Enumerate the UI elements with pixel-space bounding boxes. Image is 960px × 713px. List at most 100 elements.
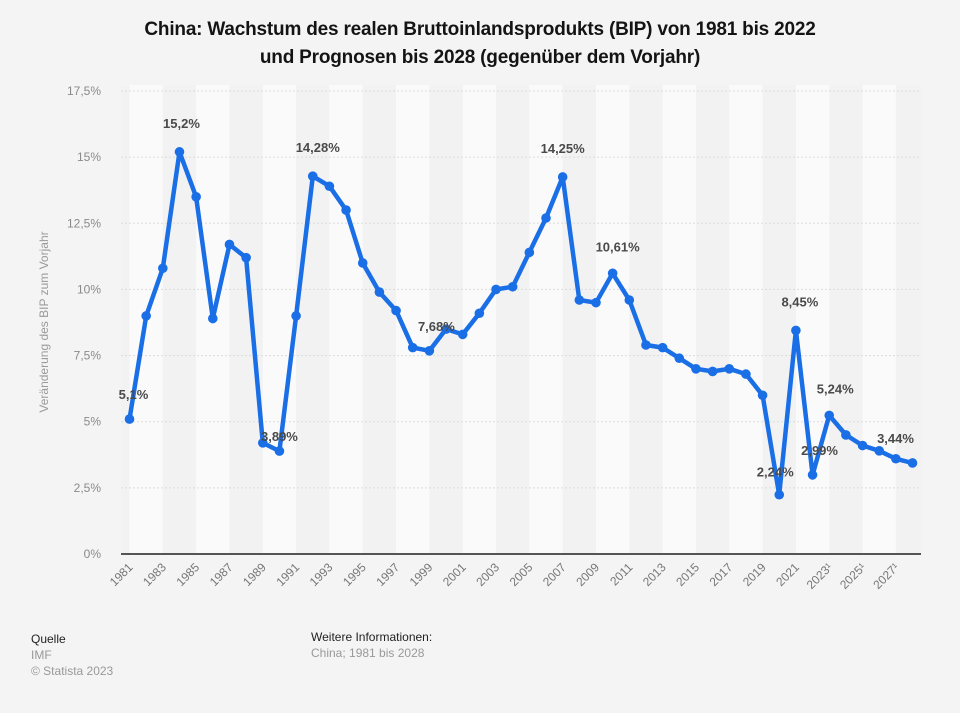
- data-point: [641, 340, 651, 350]
- y-tick-label: 12,5%: [67, 216, 101, 230]
- data-point: [624, 295, 635, 305]
- x-tick-label: 2001: [440, 560, 469, 589]
- x-tick-label: 2025¹: [837, 560, 869, 592]
- data-point: [574, 295, 585, 305]
- data-point: [607, 268, 618, 279]
- x-tick-label: 1987: [207, 560, 236, 589]
- info-block: Weitere Informationen: China; 1981 bis 2…: [311, 629, 432, 661]
- data-point: [841, 430, 851, 440]
- band: [795, 85, 830, 554]
- data-point: [224, 239, 235, 250]
- band: [695, 85, 730, 554]
- data-point: [524, 247, 535, 258]
- x-tick-label: 2021: [773, 560, 802, 589]
- data-point: [357, 258, 368, 268]
- line-chart: 0%2,5%5%7,5%10%12,5%15%17,5% 1981 1983 198…: [37, 84, 921, 592]
- data-label: 3,89%: [261, 429, 298, 444]
- data-point: [791, 325, 801, 336]
- data-label: 14,25%: [541, 141, 586, 156]
- x-tick-label: 1993: [307, 560, 336, 589]
- x-tick-label: 1991: [273, 560, 302, 589]
- chart-title-line-1: China: Wachstum des realen Bruttoinlands…: [144, 19, 816, 40]
- y-tick-label: 5%: [84, 415, 102, 429]
- data-point: [241, 252, 251, 263]
- data-point: [891, 453, 901, 464]
- data-point: [874, 446, 884, 456]
- data-point: [857, 440, 868, 451]
- y-axis-label: Veränderung des BIP zum Vorjahr: [37, 231, 51, 412]
- data-label: 15,2%: [163, 116, 200, 131]
- data-point: [174, 147, 185, 157]
- data-point: [657, 342, 668, 353]
- chart-title: China: Wachstum des realen Bruttoinlands…: [0, 16, 960, 72]
- data-point: [507, 281, 518, 292]
- data-point: [191, 192, 201, 202]
- data-point: [757, 390, 768, 401]
- gridlines: [121, 90, 921, 489]
- band: [729, 85, 763, 554]
- band: [496, 85, 530, 554]
- chart-title-line-2: und Prognosen bis 2028 (gegenüber dem Vo…: [259, 47, 701, 68]
- data-point: [391, 305, 401, 316]
- data-point: [707, 366, 718, 377]
- data-label: 8,45%: [781, 294, 818, 309]
- band: [462, 85, 497, 554]
- x-tick-label: 2015: [673, 560, 702, 589]
- x-tick-label: 2009: [573, 560, 602, 589]
- y-tick-label: 2,5%: [74, 481, 102, 495]
- band: [595, 85, 630, 554]
- band: [262, 85, 297, 554]
- data-point: [307, 171, 318, 181]
- data-point: [741, 369, 751, 379]
- x-tick-label: 1995: [340, 560, 369, 589]
- data-point: [274, 446, 285, 456]
- copyright[interactable]: © Statista 2023: [31, 664, 114, 678]
- y-tick-label: 7,5%: [74, 349, 102, 363]
- band: [296, 85, 330, 554]
- data-label: 10,61%: [596, 239, 641, 254]
- y-axis-ticks: 0% 2,5% 5% 7,5% 10% 12,5% 15% 17,5%: [67, 84, 101, 561]
- x-tick-label: 2011: [607, 560, 635, 588]
- x-tick-label: 2005: [507, 560, 536, 589]
- data-point: [474, 308, 485, 319]
- data-point: [591, 297, 601, 308]
- data-point: [257, 438, 268, 448]
- data-labels: 5,1% 15,2% 3,89% 14,28% 7,68% 14,25% 10,61% 2,2…: [119, 116, 915, 480]
- x-tick-label: 2007: [540, 560, 569, 589]
- band: [662, 85, 696, 554]
- info-heading: Weitere Informationen:: [311, 630, 433, 644]
- data-point: [691, 364, 701, 374]
- band: [329, 85, 363, 554]
- y-tick-label: 10%: [77, 282, 101, 296]
- x-tick-label: 1997: [373, 560, 402, 589]
- x-tick-label: 2013: [640, 560, 669, 589]
- x-tick-label: 1985: [173, 560, 202, 589]
- band: [829, 85, 863, 554]
- data-point: [158, 263, 168, 274]
- data-point: [724, 364, 735, 374]
- data-point: [824, 410, 835, 421]
- source-heading: Quelle: [31, 632, 66, 646]
- data-point: [457, 329, 468, 340]
- band: [562, 85, 596, 554]
- data-label: 5,1%: [119, 387, 149, 402]
- data-point: [807, 470, 818, 480]
- data-points: [124, 147, 918, 500]
- data-point: [441, 324, 451, 334]
- data-point: [774, 489, 785, 500]
- data-label: 2,99%: [801, 443, 838, 458]
- x-tick-label: 2003: [473, 560, 502, 589]
- data-point: [541, 213, 551, 223]
- band: [229, 85, 263, 554]
- data-point: [424, 346, 435, 356]
- x-tick-label: 1999: [407, 560, 436, 589]
- data-point: [491, 284, 501, 295]
- data-point: [907, 458, 918, 468]
- series-line: [127, 149, 915, 497]
- source-block: Quelle IMF © Statista 2023: [31, 631, 113, 679]
- band: [529, 85, 563, 554]
- band: [121, 85, 130, 554]
- data-point: [674, 353, 685, 364]
- y-tick-label: 15%: [77, 150, 101, 164]
- y-tick-label: 17,5%: [67, 84, 101, 98]
